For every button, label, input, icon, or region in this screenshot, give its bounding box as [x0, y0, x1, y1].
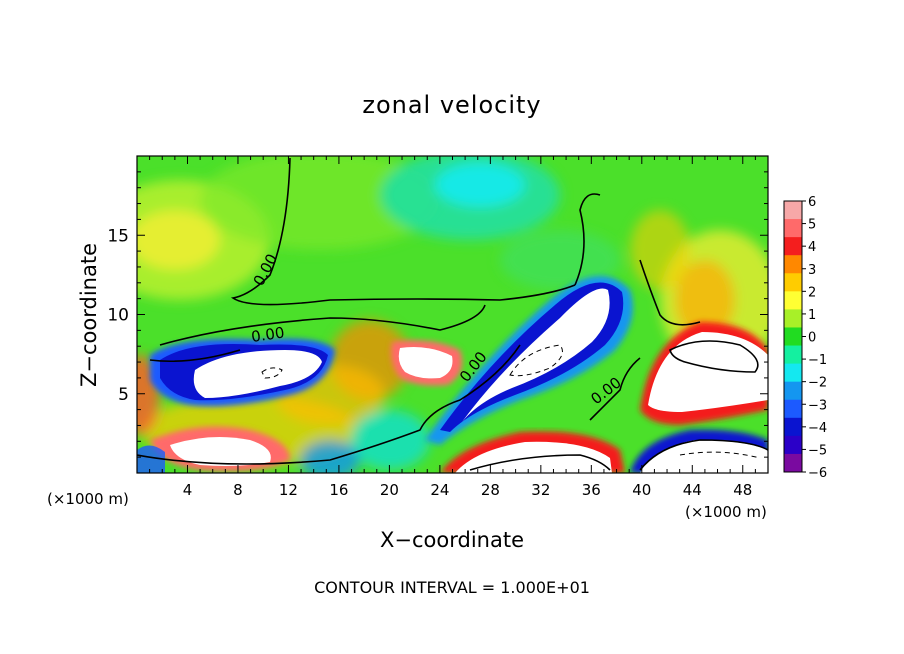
colorbar-swatch — [784, 399, 802, 419]
velocity-field: 0.00 0.00 0.00 0.00 — [137, 156, 768, 473]
x-tick-label: 36 — [582, 481, 601, 499]
colorbar-tick-label: −3 — [808, 398, 827, 413]
x-units-right: (×1000 m) — [685, 503, 767, 521]
x-tick-label: 24 — [430, 481, 449, 499]
y-axis: 5 10 15 — [107, 171, 768, 458]
y-axis-label: Z−coordinate — [77, 243, 101, 387]
x-axis-label: X−coordinate — [380, 528, 524, 552]
y-tick-label: 10 — [107, 306, 129, 326]
x-tick-label: 28 — [481, 481, 500, 499]
colorbar-swatch — [784, 219, 802, 238]
colorbar-swatch — [784, 453, 802, 473]
colorbar: 6 5 4 3 2 1 0 −1 −2 −3 −4 −5 −6 — [783, 195, 827, 481]
contour-label: 0.00 — [250, 323, 286, 345]
x-tick-label: 12 — [279, 481, 298, 499]
chart-title: zonal velocity — [362, 91, 541, 119]
colorbar-tick-label: −1 — [808, 353, 827, 368]
colorbar-tick-label: 4 — [808, 240, 816, 255]
colorbar-tick-label: 0 — [808, 331, 816, 346]
colorbar-swatch — [784, 291, 802, 310]
colorbar-tick-label: −6 — [808, 466, 827, 481]
colorbar-tick-label: −5 — [808, 443, 827, 458]
colorbar-swatch — [784, 255, 802, 274]
colorbar-swatch — [784, 363, 802, 383]
x-tick-label: 40 — [632, 481, 651, 499]
colorbar-tick-label: 1 — [808, 308, 816, 323]
colorbar-tick-label: −2 — [808, 376, 827, 391]
x-tick-label: 32 — [531, 481, 550, 499]
x-tick-label: 48 — [733, 481, 752, 499]
x-axis: 4 8 12 16 20 24 28 32 36 40 44 48 — [149, 156, 756, 499]
colorbar-swatch — [784, 327, 802, 347]
contour-interval-note: CONTOUR INTERVAL = 1.000E+01 — [314, 578, 590, 597]
x-tick-label: 8 — [233, 481, 243, 499]
colorbar-swatch — [784, 273, 802, 292]
y-tick-label: 5 — [118, 385, 129, 405]
colorbar-tick-label: 6 — [808, 195, 816, 210]
x-tick-label: 20 — [380, 481, 399, 499]
colorbar-tick-label: −4 — [808, 421, 827, 436]
colorbar-swatch — [784, 435, 802, 455]
x-tick-label: 44 — [683, 481, 702, 499]
x-tick-label: 4 — [183, 481, 193, 499]
colorbar-tick-label: 5 — [808, 218, 816, 233]
colorbar-swatch — [784, 309, 802, 328]
x-units-left: (×1000 m) — [47, 490, 129, 508]
x-tick-label: 16 — [329, 481, 348, 499]
colorbar-swatch — [784, 345, 802, 365]
colorbar-swatch — [784, 237, 802, 256]
colorbar-tick-label: 3 — [808, 263, 816, 278]
colorbar-tick-label: 2 — [808, 285, 816, 300]
y-tick-label: 15 — [107, 226, 129, 246]
colorbar-swatch — [784, 417, 802, 437]
colorbar-swatch — [784, 201, 802, 220]
colorbar-swatch — [784, 381, 802, 401]
